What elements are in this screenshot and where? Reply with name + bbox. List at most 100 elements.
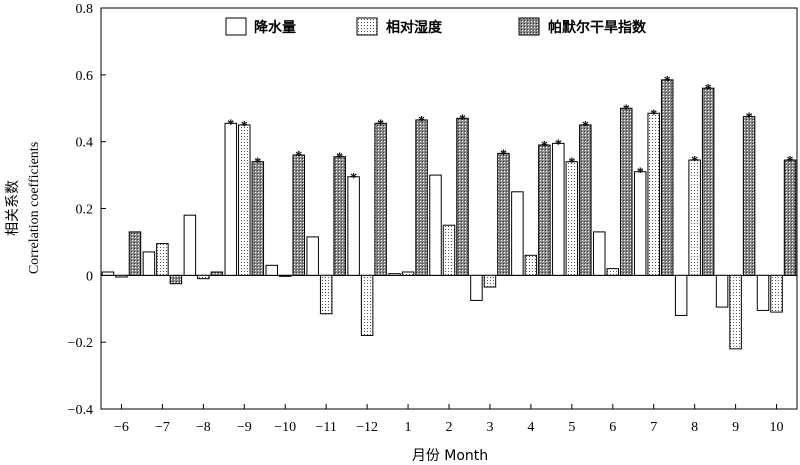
significance-star: * (459, 112, 466, 127)
significance-star: * (568, 156, 575, 171)
bar-white (429, 174, 442, 276)
bar-dots (401, 271, 415, 276)
legend-label: 帕默尔干旱指数 (548, 19, 647, 36)
bar-cross (783, 159, 797, 276)
bar-cross (620, 107, 633, 276)
x-tick-label: 5 (568, 420, 575, 435)
bar-white (715, 274, 729, 308)
bar-white (388, 273, 401, 276)
significance-star: * (336, 151, 343, 166)
bars-layer (101, 79, 797, 350)
y-tick-label: −0.4 (68, 403, 93, 418)
significance-star: * (623, 102, 630, 117)
bar-dots (524, 254, 538, 276)
y-axis-title-cn: 相关系数 (5, 180, 21, 236)
bar-cross (169, 274, 183, 285)
bar-cross (456, 117, 469, 276)
significance-star: * (241, 119, 248, 134)
bar-dots (606, 268, 620, 276)
bar-cross (292, 154, 305, 276)
bar-dots (483, 274, 497, 288)
bar-white (347, 176, 360, 276)
x-tick-label: 4 (527, 420, 534, 435)
x-tick-label: 3 (486, 420, 493, 435)
bar-dots (238, 124, 251, 276)
bar-white (756, 274, 770, 311)
bar-white (674, 274, 688, 316)
significance-star: * (555, 137, 562, 152)
bar-white (265, 264, 278, 276)
x-tick-label: −12 (356, 420, 378, 435)
bar-white (142, 251, 156, 276)
y-tick-label: −0.2 (68, 336, 93, 351)
bar-dots (565, 161, 579, 276)
x-tick-label: −7 (155, 420, 170, 435)
x-tick-label: 6 (609, 420, 616, 435)
bar-dots (647, 112, 660, 276)
significance-star: * (650, 107, 657, 122)
bar-cross (579, 124, 592, 276)
x-tick-label: 2 (446, 420, 453, 435)
bar-white (552, 142, 565, 276)
significance-markers: * * * * * * * * * * * * * * * * * * * * * * (227, 74, 793, 186)
x-tick-label: 10 (770, 420, 784, 435)
legend-swatch-cross (518, 17, 540, 36)
significance-star: * (418, 114, 425, 129)
significance-star: * (350, 171, 357, 186)
bar-dots (770, 274, 783, 313)
bar-white (511, 191, 524, 276)
significance-star: * (787, 154, 794, 169)
significance-star: * (691, 154, 698, 169)
legend-swatch-dots (356, 17, 378, 36)
significance-star: * (254, 156, 261, 171)
bar-dots (729, 274, 742, 350)
legend: 降水量 相对湿度 帕默尔干旱指数 (225, 17, 647, 36)
x-axis: −6 −7 −8 −9 −10 −11 −12 1 2 3 4 5 6 7 8 9 10 (114, 404, 784, 435)
y-tick-label: 0.6 (76, 69, 94, 84)
y-tick-label: 0.2 (76, 203, 94, 218)
y-axis: −0.4 −0.2 0 0.2 0.4 0.6 0.8 (68, 2, 106, 418)
bar-white (470, 274, 483, 301)
legend-label: 相对湿度 (386, 19, 443, 36)
x-tick-label: −8 (196, 420, 211, 435)
significance-star: * (227, 117, 234, 132)
bar-cross (210, 271, 224, 276)
significance-star: * (377, 117, 384, 132)
bar-cross (251, 161, 265, 276)
bar-cross (374, 122, 387, 276)
significance-star: * (541, 139, 548, 154)
plot-area: −0.4 −0.2 0 0.2 0.4 0.6 0.8 −6 −7 −8 −9 −10 −11 −12 1… (68, 2, 798, 435)
significance-star: * (582, 119, 589, 134)
significance-star: * (295, 149, 302, 164)
x-tick-label: −6 (114, 420, 129, 435)
x-axis-title: 月份 Month (412, 448, 488, 464)
bar-dots (442, 224, 456, 276)
bar-cross (742, 116, 756, 276)
bar-white (101, 271, 115, 276)
x-tick-label: −10 (274, 420, 296, 435)
bar-cross (415, 119, 428, 276)
bar-dots (688, 159, 701, 276)
significance-star: * (664, 74, 671, 89)
y-tick-label: 0 (86, 269, 93, 284)
y-tick-label: 0.8 (76, 2, 94, 17)
bar-cross (128, 231, 142, 276)
bar-cross (497, 152, 510, 276)
legend-swatch-white (225, 17, 247, 36)
x-tick-label: 7 (650, 420, 657, 435)
significance-star: * (746, 111, 753, 126)
bar-cross (538, 144, 551, 276)
bar-dots (156, 243, 169, 276)
bar-cross (660, 79, 674, 276)
x-tick-label: −9 (237, 420, 252, 435)
bar-dots (360, 274, 374, 336)
y-axis-title-en: Correlation coefficients (27, 142, 42, 274)
bar-dots (197, 274, 210, 280)
bar-white (633, 171, 647, 276)
bar-cross (701, 87, 715, 276)
significance-star: * (637, 166, 644, 181)
bar-dots (115, 274, 128, 278)
x-tick-label: −11 (315, 420, 336, 435)
bar-white (183, 214, 197, 276)
